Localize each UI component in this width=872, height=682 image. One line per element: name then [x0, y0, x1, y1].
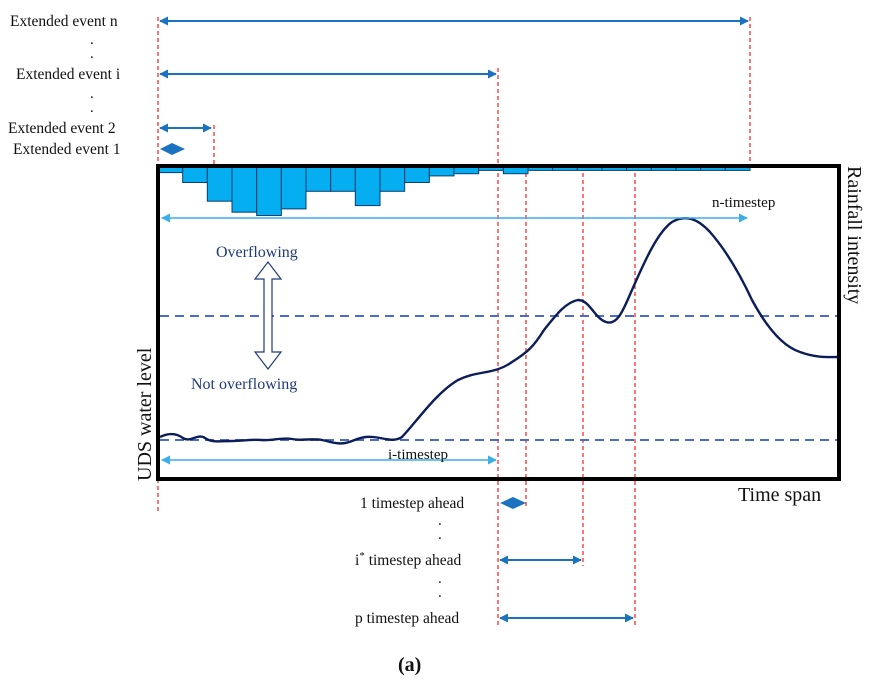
ellipsis-dot: . [438, 527, 442, 543]
rainfall-bar [305, 165, 332, 192]
ellipsis-dot: . [438, 585, 442, 601]
extended-event-1-diamond [160, 143, 185, 155]
ellipsis-dot: . [90, 100, 94, 116]
one-timestep-ahead-diamond [500, 497, 526, 509]
ellipsis-dot: . [90, 86, 94, 102]
figure-caption: (a) [398, 654, 421, 676]
rainfall-intensity-label: Rainfall intensity [843, 166, 865, 304]
ellipsis-dot: . [90, 46, 94, 62]
i-timestep-label: i-timestep [388, 447, 448, 463]
extended-event-2-label: Extended event 2 [8, 120, 116, 137]
ellipsis-dot: . [438, 513, 442, 529]
n-timestep-label: n-timestep [712, 195, 775, 211]
i-star-rest: timestep ahead [365, 552, 462, 569]
i-star-base: i [355, 552, 360, 569]
overflow-double-arrow-icon [253, 261, 283, 370]
rainfall-bar [231, 165, 258, 213]
overflowing-label: Overflowing [216, 244, 298, 261]
guide-lines [157, 17, 751, 626]
rainfall-bar [182, 165, 208, 183]
i-star-timestep-ahead-label: i* timestep ahead [355, 550, 461, 569]
plot-frame [156, 164, 841, 481]
ellipsis-dot: . [438, 571, 442, 587]
extended-event-n-label: Extended event n [10, 13, 118, 30]
rainfall-bar [256, 165, 282, 216]
extended-event-1-label: Extended event 1 [13, 141, 121, 158]
rainfall-bar [354, 165, 381, 207]
one-timestep-ahead-label: 1 timestep ahead [360, 495, 464, 512]
rainfall-hyetograph [157, 165, 751, 216]
p-timestep-ahead-label: p timestep ahead [355, 610, 459, 627]
rainfall-bar [330, 165, 356, 192]
rainfall-bar [379, 165, 406, 192]
extended-event-i-label: Extended event i [16, 66, 121, 83]
i-star-superscript: * [359, 550, 365, 562]
rainfall-bar [280, 165, 307, 210]
ellipsis-dot: . [90, 32, 94, 48]
water-level-curve [159, 217, 838, 445]
uds-water-level-label: UDS water level [134, 347, 156, 481]
rainfall-bar [404, 165, 430, 183]
time-span-label: Time span [738, 484, 821, 506]
not-overflowing-label: Not overflowing [191, 376, 297, 393]
rainfall-bar [206, 165, 233, 202]
